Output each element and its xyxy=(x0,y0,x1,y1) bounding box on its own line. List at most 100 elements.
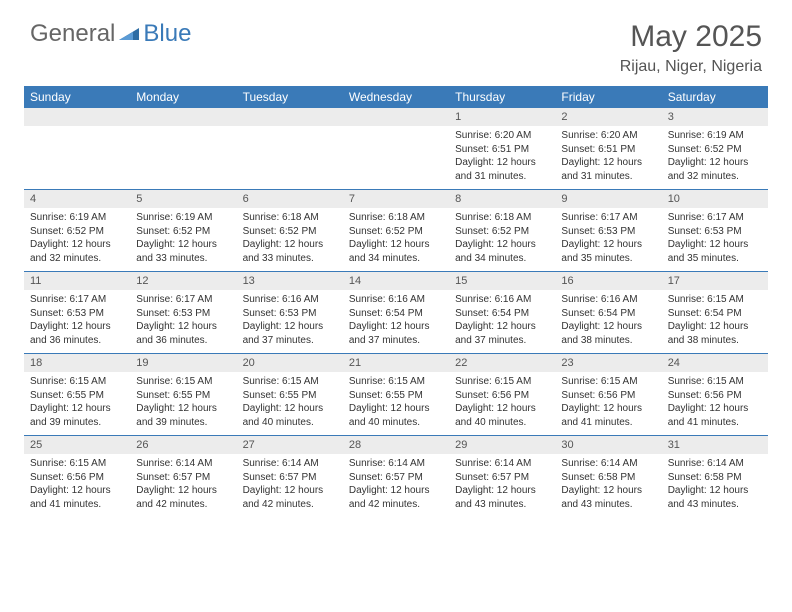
day-cell: Sunrise: 6:20 AMSunset: 6:51 PMDaylight:… xyxy=(449,126,555,190)
day-number xyxy=(130,108,236,126)
sunset-text: Sunset: 6:56 PM xyxy=(455,389,549,403)
sunset-text: Sunset: 6:53 PM xyxy=(561,225,655,239)
daylight-text: Daylight: 12 hours and 41 minutes. xyxy=(668,402,762,429)
sunset-text: Sunset: 6:57 PM xyxy=(136,471,230,485)
sunrise-text: Sunrise: 6:15 AM xyxy=(455,375,549,389)
sunrise-text: Sunrise: 6:18 AM xyxy=(349,211,443,225)
daynum-row: 18192021222324 xyxy=(24,354,768,373)
day-cell xyxy=(24,126,130,190)
day-number: 14 xyxy=(343,272,449,291)
day-cell: Sunrise: 6:17 AMSunset: 6:53 PMDaylight:… xyxy=(555,208,661,272)
sunset-text: Sunset: 6:56 PM xyxy=(561,389,655,403)
sunrise-text: Sunrise: 6:19 AM xyxy=(136,211,230,225)
sunset-text: Sunset: 6:58 PM xyxy=(561,471,655,485)
day-cell: Sunrise: 6:15 AMSunset: 6:56 PMDaylight:… xyxy=(24,454,130,517)
sunset-text: Sunset: 6:51 PM xyxy=(455,143,549,157)
logo-text-blue: Blue xyxy=(143,20,191,48)
day-number: 25 xyxy=(24,436,130,455)
dayheader-thu: Thursday xyxy=(449,86,555,108)
day-number: 18 xyxy=(24,354,130,373)
sunrise-text: Sunrise: 6:15 AM xyxy=(349,375,443,389)
sunrise-text: Sunrise: 6:16 AM xyxy=(455,293,549,307)
daycontent-row: Sunrise: 6:20 AMSunset: 6:51 PMDaylight:… xyxy=(24,126,768,190)
day-number: 28 xyxy=(343,436,449,455)
dayheader-sun: Sunday xyxy=(24,86,130,108)
sunset-text: Sunset: 6:53 PM xyxy=(668,225,762,239)
day-cell: Sunrise: 6:14 AMSunset: 6:58 PMDaylight:… xyxy=(662,454,768,517)
day-number: 4 xyxy=(24,190,130,209)
day-cell xyxy=(237,126,343,190)
dayheader-sat: Saturday xyxy=(662,86,768,108)
sunrise-text: Sunrise: 6:20 AM xyxy=(455,129,549,143)
day-cell: Sunrise: 6:16 AMSunset: 6:54 PMDaylight:… xyxy=(343,290,449,354)
sunrise-text: Sunrise: 6:18 AM xyxy=(243,211,337,225)
sunrise-text: Sunrise: 6:19 AM xyxy=(30,211,124,225)
day-number xyxy=(237,108,343,126)
sunset-text: Sunset: 6:52 PM xyxy=(136,225,230,239)
day-number: 24 xyxy=(662,354,768,373)
daylight-text: Daylight: 12 hours and 34 minutes. xyxy=(455,238,549,265)
daylight-text: Daylight: 12 hours and 32 minutes. xyxy=(668,156,762,183)
day-cell: Sunrise: 6:18 AMSunset: 6:52 PMDaylight:… xyxy=(237,208,343,272)
sunrise-text: Sunrise: 6:15 AM xyxy=(136,375,230,389)
sunrise-text: Sunrise: 6:14 AM xyxy=(668,457,762,471)
daylight-text: Daylight: 12 hours and 42 minutes. xyxy=(136,484,230,511)
sunset-text: Sunset: 6:54 PM xyxy=(668,307,762,321)
logo: General Blue xyxy=(30,20,191,48)
day-number: 23 xyxy=(555,354,661,373)
day-number: 8 xyxy=(449,190,555,209)
sunrise-text: Sunrise: 6:15 AM xyxy=(668,375,762,389)
dayheader-row: Sunday Monday Tuesday Wednesday Thursday… xyxy=(24,86,768,108)
dayheader-fri: Friday xyxy=(555,86,661,108)
day-number: 2 xyxy=(555,108,661,126)
daynum-row: 123 xyxy=(24,108,768,126)
daylight-text: Daylight: 12 hours and 31 minutes. xyxy=(455,156,549,183)
day-cell: Sunrise: 6:18 AMSunset: 6:52 PMDaylight:… xyxy=(343,208,449,272)
day-cell: Sunrise: 6:15 AMSunset: 6:56 PMDaylight:… xyxy=(662,372,768,436)
day-cell: Sunrise: 6:17 AMSunset: 6:53 PMDaylight:… xyxy=(662,208,768,272)
day-number xyxy=(343,108,449,126)
sunrise-text: Sunrise: 6:16 AM xyxy=(349,293,443,307)
day-number: 17 xyxy=(662,272,768,291)
day-cell: Sunrise: 6:19 AMSunset: 6:52 PMDaylight:… xyxy=(130,208,236,272)
day-cell: Sunrise: 6:15 AMSunset: 6:55 PMDaylight:… xyxy=(237,372,343,436)
daycontent-row: Sunrise: 6:19 AMSunset: 6:52 PMDaylight:… xyxy=(24,208,768,272)
sunrise-text: Sunrise: 6:16 AM xyxy=(243,293,337,307)
day-cell: Sunrise: 6:15 AMSunset: 6:55 PMDaylight:… xyxy=(24,372,130,436)
daylight-text: Daylight: 12 hours and 38 minutes. xyxy=(668,320,762,347)
daynum-row: 25262728293031 xyxy=(24,436,768,455)
day-number: 20 xyxy=(237,354,343,373)
header: General Blue May 2025 Rijau, Niger, Nige… xyxy=(0,0,792,86)
day-number: 31 xyxy=(662,436,768,455)
day-number: 19 xyxy=(130,354,236,373)
day-number: 10 xyxy=(662,190,768,209)
day-number: 29 xyxy=(449,436,555,455)
sunset-text: Sunset: 6:55 PM xyxy=(136,389,230,403)
daylight-text: Daylight: 12 hours and 40 minutes. xyxy=(455,402,549,429)
sunset-text: Sunset: 6:52 PM xyxy=(668,143,762,157)
sunrise-text: Sunrise: 6:15 AM xyxy=(30,375,124,389)
daylight-text: Daylight: 12 hours and 40 minutes. xyxy=(243,402,337,429)
daylight-text: Daylight: 12 hours and 42 minutes. xyxy=(243,484,337,511)
daylight-text: Daylight: 12 hours and 33 minutes. xyxy=(136,238,230,265)
day-number: 7 xyxy=(343,190,449,209)
day-number: 15 xyxy=(449,272,555,291)
sunrise-text: Sunrise: 6:14 AM xyxy=(455,457,549,471)
sunrise-text: Sunrise: 6:15 AM xyxy=(243,375,337,389)
sunrise-text: Sunrise: 6:14 AM xyxy=(349,457,443,471)
daynum-row: 11121314151617 xyxy=(24,272,768,291)
day-number: 11 xyxy=(24,272,130,291)
sunrise-text: Sunrise: 6:17 AM xyxy=(561,211,655,225)
sunset-text: Sunset: 6:52 PM xyxy=(349,225,443,239)
day-cell: Sunrise: 6:15 AMSunset: 6:55 PMDaylight:… xyxy=(343,372,449,436)
daylight-text: Daylight: 12 hours and 39 minutes. xyxy=(30,402,124,429)
daylight-text: Daylight: 12 hours and 43 minutes. xyxy=(561,484,655,511)
day-cell: Sunrise: 6:14 AMSunset: 6:58 PMDaylight:… xyxy=(555,454,661,517)
day-cell: Sunrise: 6:15 AMSunset: 6:54 PMDaylight:… xyxy=(662,290,768,354)
sunrise-text: Sunrise: 6:20 AM xyxy=(561,129,655,143)
day-number: 5 xyxy=(130,190,236,209)
logo-text-gray: General xyxy=(30,20,115,48)
day-cell: Sunrise: 6:14 AMSunset: 6:57 PMDaylight:… xyxy=(449,454,555,517)
sunset-text: Sunset: 6:55 PM xyxy=(349,389,443,403)
day-number: 27 xyxy=(237,436,343,455)
